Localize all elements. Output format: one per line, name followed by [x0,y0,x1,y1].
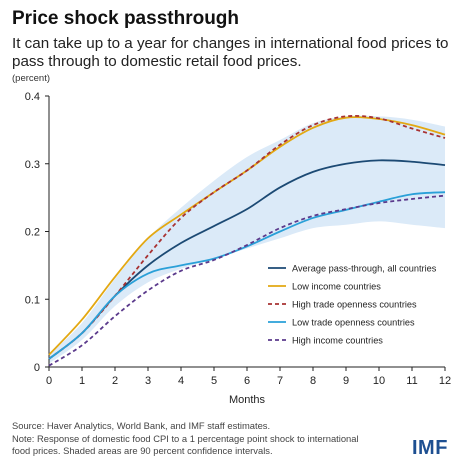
x-tick-label: 4 [178,375,184,387]
legend-label: Low income countries [292,282,381,292]
x-axis-label: Months [229,394,266,406]
x-tick-label: 0 [46,375,52,387]
y-tick-label: 0 [34,362,40,374]
legend-label: High income countries [292,336,383,346]
x-tick-label: 3 [145,375,151,387]
x-tick-label: 6 [244,375,250,387]
x-tick-label: 10 [373,375,385,387]
x-tick-label: 1 [79,375,85,387]
note-line: Note: Response of domestic food CPI to a… [12,432,359,444]
y-tick-label: 0.1 [25,294,40,306]
series-line [48,194,446,367]
x-tick-label: 5 [211,375,217,387]
legend-label: Average pass-through, all countries [292,264,437,274]
y-tick-label: 0.3 [25,159,40,171]
y-tick-label: 0.2 [25,227,40,239]
x-tick-label: 11 [406,375,417,387]
x-tick-label: 8 [310,375,316,387]
source-note: Source: Haver Analytics, World Bank, and… [12,420,392,458]
imf-logo: IMF [412,437,448,459]
x-tick-label: 2 [112,375,118,387]
note-line: food prices. Shaded areas are 90 percent… [12,445,273,456]
y-tick-label: 0.4 [25,91,40,103]
source-line: Source: Haver Analytics, World Bank, and… [12,420,271,431]
legend-label: High trade openness countries [292,300,417,310]
unit-label: (percent) [12,73,51,84]
confidence-band [49,115,445,364]
legend-label: Low trade openness countries [292,318,415,328]
x-tick-label: 7 [277,375,283,387]
chart-subtitle: It can take up to a year for changes in … [12,35,449,70]
series-line [48,191,446,360]
chart-title: Price shock passthrough [12,8,240,29]
x-tick-label: 9 [343,375,349,387]
x-tick-label: 12 [439,375,451,387]
